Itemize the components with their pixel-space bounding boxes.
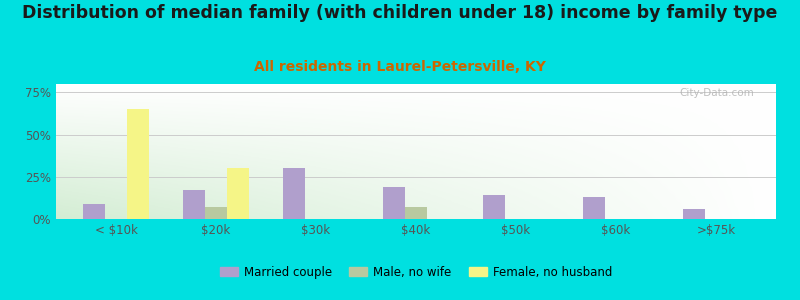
- Bar: [383, 187, 405, 219]
- Bar: [205, 207, 227, 219]
- Bar: [405, 207, 427, 219]
- Legend: Married couple, Male, no wife, Female, no husband: Married couple, Male, no wife, Female, n…: [215, 261, 617, 283]
- Bar: [483, 195, 505, 219]
- Bar: [283, 168, 305, 219]
- Bar: [83, 204, 105, 219]
- Text: All residents in Laurel-Petersville, KY: All residents in Laurel-Petersville, KY: [254, 60, 546, 74]
- Bar: [227, 168, 249, 219]
- Bar: [127, 109, 149, 219]
- Text: City-Data.com: City-Data.com: [680, 88, 754, 98]
- Bar: [583, 197, 605, 219]
- Text: Distribution of median family (with children under 18) income by family type: Distribution of median family (with chil…: [22, 4, 778, 22]
- Bar: [683, 209, 705, 219]
- Bar: [183, 190, 205, 219]
